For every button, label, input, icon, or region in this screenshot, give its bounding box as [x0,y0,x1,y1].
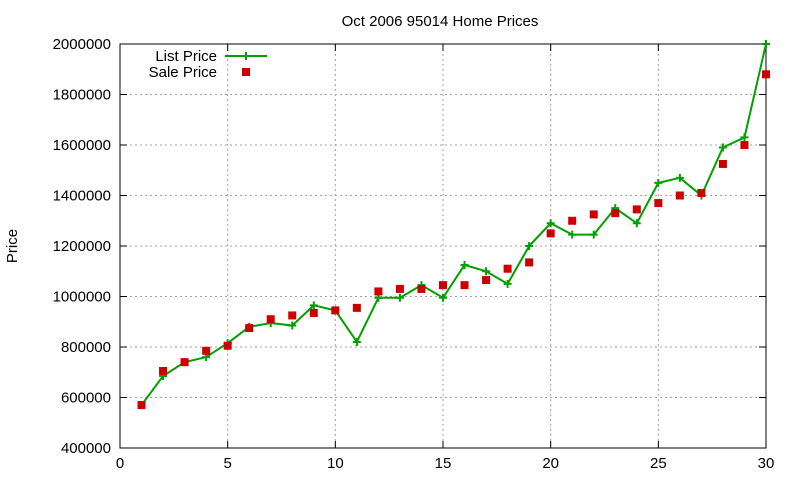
x-tick-label: 25 [650,455,667,472]
list-price-point [288,321,297,330]
y-tick-label: 1800000 [53,87,111,104]
sale-price-point [762,70,770,79]
list-price-point [632,219,641,228]
x-tick-label: 20 [542,455,559,472]
list-price-point [525,242,534,250]
list-price-point [395,293,404,302]
sale-price-point [740,141,749,149]
list-price-point [589,230,598,239]
list-price-point [740,133,749,142]
sale-price-point [697,188,706,197]
sale-price-point [288,311,297,320]
sale-price-point [718,159,727,168]
list-price-point [568,230,577,239]
sale-price-point [611,209,620,218]
list-price-point [439,293,447,302]
y-tick-label: 400000 [61,440,111,457]
x-tick-label: 30 [758,455,775,472]
y-tick-label: 1600000 [53,137,111,154]
y-tick-label: 600000 [61,390,111,407]
x-tick-label: 5 [223,455,231,472]
sale-price-point [460,281,469,290]
y-tick-label: 2000000 [53,36,111,53]
sale-price-point [137,401,146,410]
legend-label: Sale Price [149,64,217,81]
sale-price-point [223,341,232,350]
sale-price-point [654,199,663,208]
y-tick-label: 800000 [61,339,111,356]
list-price-point [460,260,469,269]
sale-price-point [439,281,447,290]
sale-price-point [352,303,361,312]
series-marks [137,40,770,410]
sale-price-point [589,210,598,219]
legend-label: List Price [155,48,217,65]
x-tick-label: 10 [327,455,344,472]
chart-title: Oct 2006 95014 Home Prices [342,13,539,30]
list-price-point [762,40,770,48]
sale-price-point [309,308,318,317]
list-price-point [503,279,512,288]
x-tick-label: 0 [116,455,124,472]
list-price-point [675,173,684,182]
sale-price-point [546,229,555,238]
sale-price-point [331,306,340,315]
list-price-line [140,43,767,406]
sale-price-point [568,216,577,225]
y-axis-label: Price [4,229,21,263]
grid [120,44,766,448]
list-price-point [546,219,555,228]
sale-price-point [675,191,684,200]
legend-swatch-cross [242,52,250,60]
sale-price-point [632,205,641,214]
sale-price-point [202,346,211,355]
x-tick-label: 15 [435,455,452,472]
sale-price-point [395,284,404,293]
sale-price-point [503,264,512,273]
sale-price-point [374,287,383,296]
sale-price-point [266,315,275,324]
sale-price-point [245,324,254,333]
sale-price-point [417,284,426,293]
axis-ticks: 0 5 10 15 20 25 30 400000 600000 800000 1000000 120… [53,36,775,472]
sale-price-point [159,366,168,375]
list-price-point [482,267,491,276]
y-tick-label: 1200000 [53,238,111,255]
sale-price-point [180,358,189,367]
list-price-point [718,143,727,152]
list-price-point [654,178,663,187]
sale-price-point [525,258,534,267]
y-tick-label: 1000000 [53,289,111,306]
sale-price-point [482,276,491,285]
list-price-point [309,301,318,310]
y-tick-label: 1400000 [53,188,111,205]
legend-swatch-square [242,68,250,76]
list-price-point [352,337,361,346]
